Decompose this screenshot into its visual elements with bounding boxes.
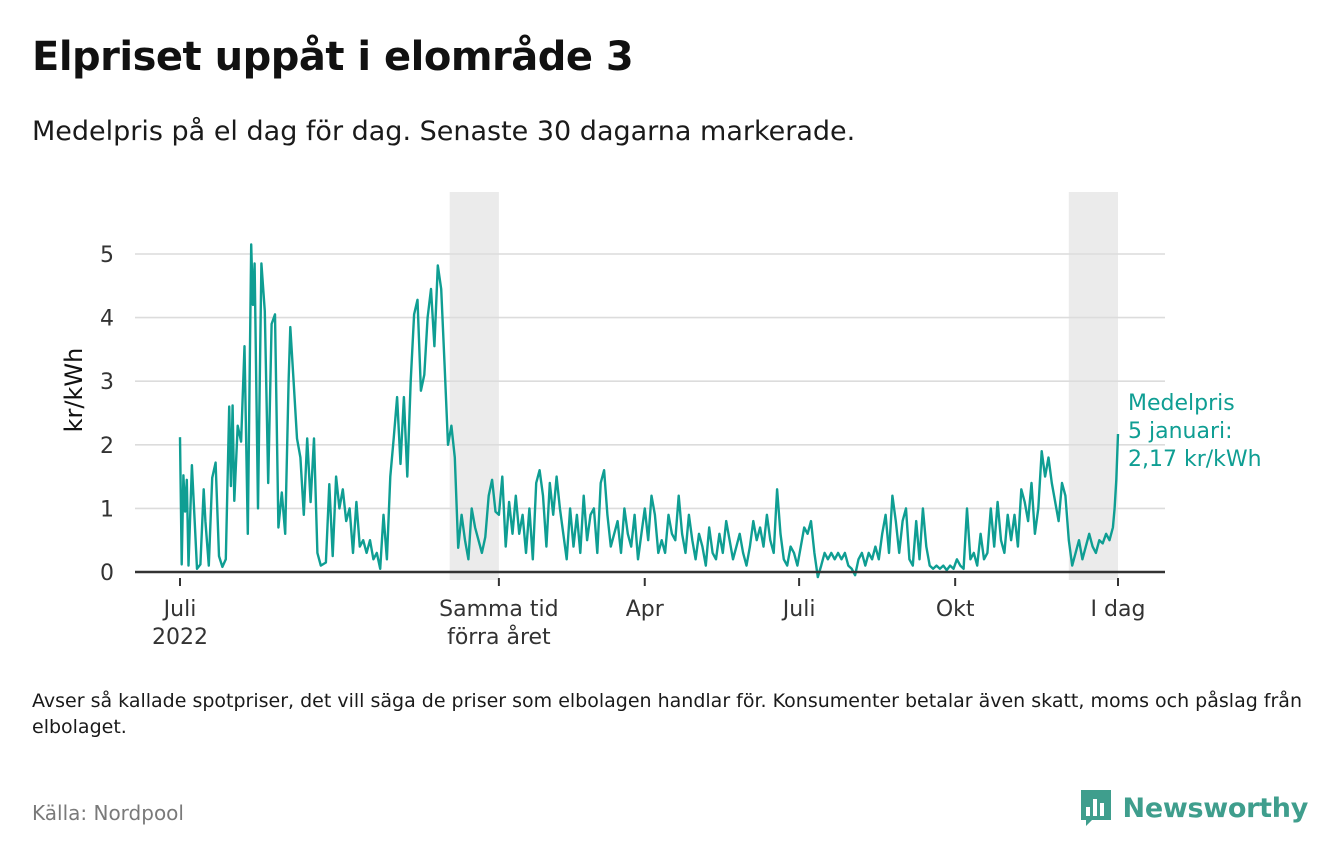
brand-logo[interactable]: Newsworthy — [1079, 788, 1308, 828]
annotation-line: 5 januari: — [1128, 419, 1233, 444]
x-tick-label: Juli — [781, 597, 816, 622]
y-tick-label: 3 — [100, 370, 114, 395]
x-tick-label: 2022 — [152, 625, 208, 650]
x-tick-label: Samma tid — [439, 597, 559, 622]
y-tick-label: 4 — [100, 307, 114, 332]
y-tick-label: 0 — [100, 561, 114, 586]
x-tick-label: I dag — [1091, 597, 1146, 622]
chart-title: Elpriset uppåt i elområde 3 — [32, 34, 634, 80]
annotation-line: Medelpris — [1128, 391, 1235, 416]
latest-value-annotation: Medelpris 5 januari: 2,17 kr/kWh — [1128, 391, 1262, 472]
y-tick-label: 5 — [100, 243, 114, 268]
footnote: Avser så kallade spotpriser, det vill sä… — [32, 690, 1302, 738]
y-tick-label: 1 — [100, 497, 114, 522]
x-tick-label: Okt — [936, 597, 975, 622]
annotation-line: 2,17 kr/kWh — [1128, 447, 1262, 472]
source-credit: Källa: Nordpool — [32, 801, 184, 825]
newsworthy-logo-icon — [1080, 790, 1111, 826]
chart-subtitle: Medelpris på el dag för dag. Senaste 30 … — [32, 116, 856, 147]
x-tick-label: Apr — [626, 597, 665, 622]
brand-name: Newsworthy — [1122, 792, 1309, 824]
x-tick-label: förra året — [447, 624, 551, 650]
y-axis-ticks: 0 1 2 3 4 5 — [100, 243, 114, 586]
highlight-band-2 — [1068, 192, 1118, 580]
highlight-bands — [449, 192, 1118, 580]
price-series-line — [178, 243, 1120, 579]
y-tick-label: 2 — [100, 434, 114, 459]
y-axis-label: kr/kWh — [60, 348, 88, 433]
x-tick-label: Juli — [162, 597, 197, 622]
